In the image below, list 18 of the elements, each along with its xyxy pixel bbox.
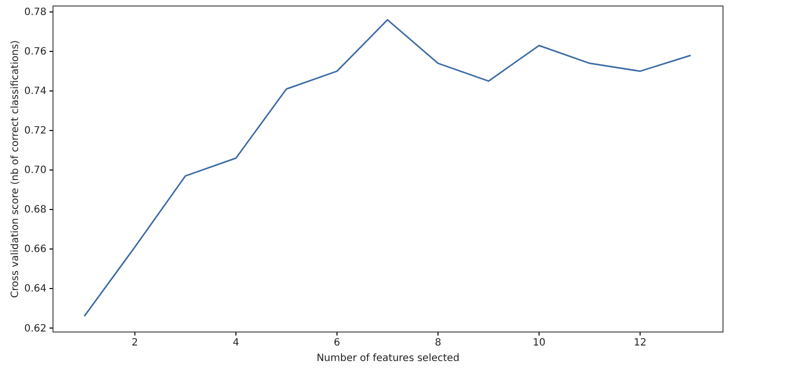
y-tick-label: 0.70 xyxy=(24,165,46,176)
y-tick-label: 0.64 xyxy=(24,284,46,295)
y-tick-label: 0.78 xyxy=(24,7,46,18)
x-tick-label: 8 xyxy=(434,338,442,349)
y-tick-label: 0.62 xyxy=(24,323,46,334)
y-tick-label: 0.74 xyxy=(24,86,46,98)
y-tick-label: 0.72 xyxy=(24,126,46,137)
y-tick-label: 0.68 xyxy=(24,204,46,216)
x-axis-title: Number of features selected xyxy=(316,353,460,364)
y-tick-label: 0.66 xyxy=(24,244,46,256)
x-tick-label: 12 xyxy=(634,338,646,349)
x-tick-label: 4 xyxy=(232,338,240,349)
x-tick-label: 6 xyxy=(334,338,340,349)
y-tick-label: 0.76 xyxy=(24,46,46,58)
x-tick-label: 2 xyxy=(132,338,138,349)
x-tick-label: 10 xyxy=(532,338,546,349)
line-series xyxy=(84,19,692,317)
y-axis-title: Cross validation score (nb of correct classifications) xyxy=(10,40,21,298)
